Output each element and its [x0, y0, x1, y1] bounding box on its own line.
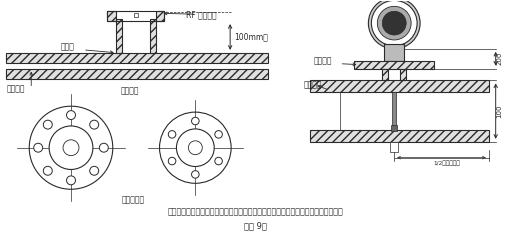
Circle shape — [29, 106, 113, 189]
Text: 200: 200 — [497, 52, 503, 65]
Text: 管道外壁: 管道外壁 — [304, 80, 322, 90]
Text: 100mm高: 100mm高 — [234, 32, 268, 42]
Bar — [107, 11, 165, 21]
Bar — [400, 69, 406, 80]
Circle shape — [168, 157, 176, 165]
Text: 插入式流量计短管制作、安装示意图，根据流量计算采用不同的法兰及短管公称直径: 插入式流量计短管制作、安装示意图，根据流量计算采用不同的法兰及短管公称直径 — [167, 207, 343, 216]
Circle shape — [43, 120, 52, 129]
Circle shape — [168, 131, 176, 138]
Text: 1/2配量管外径: 1/2配量管外径 — [433, 161, 460, 166]
Bar — [155, 11, 165, 21]
Circle shape — [189, 141, 202, 155]
Circle shape — [63, 140, 79, 156]
Bar — [382, 69, 388, 80]
Circle shape — [66, 111, 76, 120]
Bar — [150, 19, 155, 53]
Bar — [355, 61, 434, 69]
Text: 管道中心线: 管道中心线 — [122, 195, 145, 204]
Circle shape — [90, 120, 99, 129]
Circle shape — [49, 126, 93, 169]
Circle shape — [368, 0, 420, 49]
Circle shape — [90, 166, 99, 175]
Bar — [392, 92, 396, 130]
Text: 焊接点: 焊接点 — [61, 42, 75, 51]
Bar — [6, 53, 268, 63]
Bar — [391, 125, 397, 131]
Circle shape — [34, 143, 42, 152]
Circle shape — [176, 129, 214, 167]
Circle shape — [43, 166, 52, 175]
Text: 工艺管道: 工艺管道 — [6, 84, 25, 93]
Text: 焊接短管: 焊接短管 — [121, 86, 139, 95]
Circle shape — [215, 131, 222, 138]
Bar — [134, 13, 137, 17]
Bar — [116, 19, 122, 53]
Bar — [6, 69, 268, 78]
Circle shape — [371, 0, 417, 46]
Bar — [310, 130, 489, 142]
Circle shape — [377, 6, 411, 40]
Bar — [390, 142, 398, 152]
Circle shape — [215, 157, 222, 165]
Bar — [310, 80, 489, 92]
Circle shape — [66, 176, 76, 185]
Text: （图 9）: （图 9） — [244, 221, 266, 230]
Text: 配套短管: 配套短管 — [314, 57, 332, 66]
Circle shape — [159, 112, 231, 183]
Circle shape — [192, 117, 199, 125]
Circle shape — [192, 171, 199, 178]
Text: 100: 100 — [497, 104, 503, 118]
Bar — [107, 11, 116, 21]
Circle shape — [382, 11, 406, 35]
Text: RF 配套法兰: RF 配套法兰 — [187, 10, 217, 19]
Circle shape — [99, 143, 108, 152]
Bar — [384, 44, 404, 61]
